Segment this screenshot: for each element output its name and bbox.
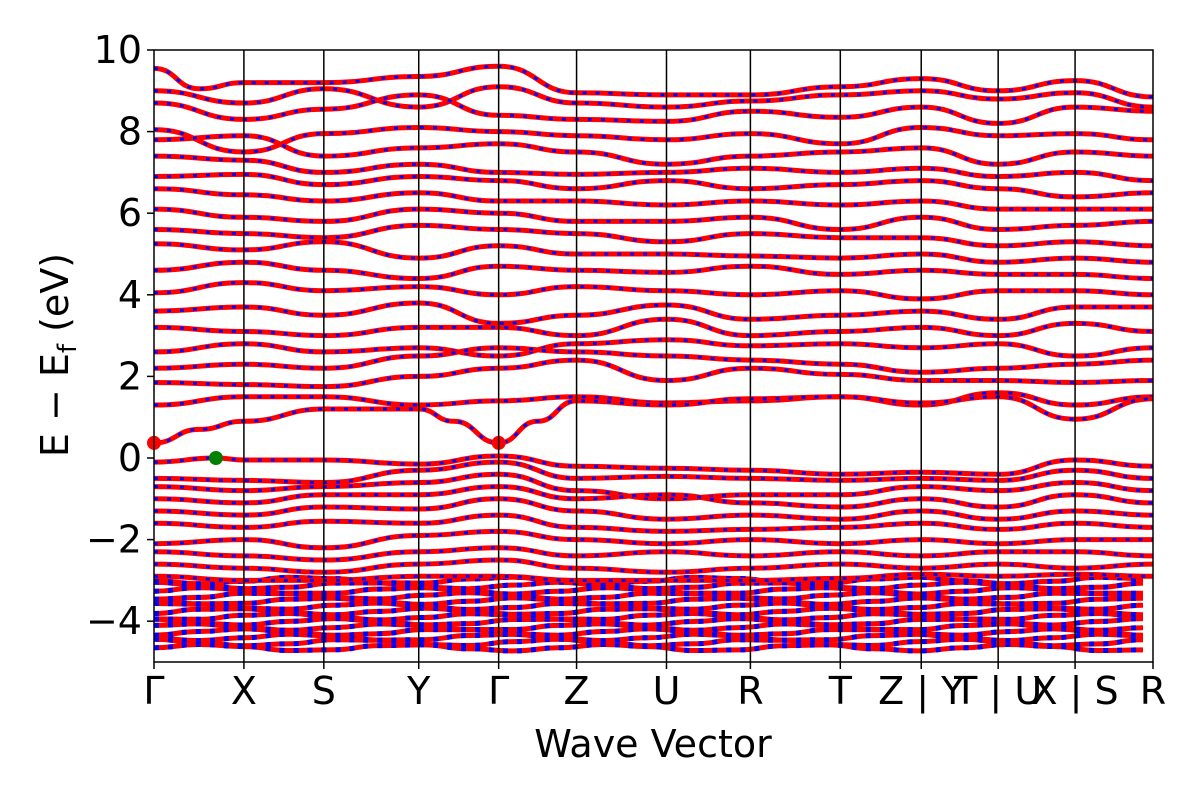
band-line-up	[153, 206, 1154, 233]
band-extremum-marker	[208, 451, 223, 465]
markers-layer	[147, 435, 506, 465]
band-line-down	[153, 590, 1144, 602]
band-line-up	[153, 186, 1153, 212]
x-tick-label: Γ	[488, 669, 509, 713]
x-tick-label: U	[653, 669, 681, 713]
band-line-up	[153, 545, 1154, 563]
dense-band-region	[153, 574, 1144, 654]
band-line-down	[153, 585, 1143, 597]
band-line-down	[153, 641, 1144, 654]
band-line-up	[153, 153, 1154, 184]
x-tick-label: X	[231, 669, 257, 713]
y-tick-label: 8	[118, 110, 142, 154]
band-line-up	[153, 357, 1154, 390]
y-axis-title-sub: f	[53, 343, 83, 353]
band-line-down	[153, 64, 1154, 99]
band-line-down	[153, 600, 1144, 613]
y-tick-label: 0	[118, 436, 142, 480]
x-tick-label: X | S	[1032, 669, 1119, 714]
band-line-down	[153, 454, 1154, 476]
band-line-up	[153, 280, 1154, 302]
band-line-up	[153, 124, 1154, 155]
band-line-down	[153, 621, 1144, 633]
y-tick-label: 2	[118, 354, 142, 398]
x-tick-label: R	[737, 669, 763, 713]
x-axis-ticks: Γ X S Y Γ Z U R T Z | YT | UX | S R	[143, 662, 1166, 714]
y-tick-label: 10	[94, 28, 142, 72]
band-line-down	[153, 631, 1144, 644]
y-tick-label: 6	[118, 191, 142, 235]
x-tick-label: T	[828, 669, 853, 713]
band-line-down	[153, 395, 1154, 445]
x-axis-title: Wave Vector	[534, 722, 772, 766]
band-line-down	[153, 626, 1144, 638]
y-axis-title: E − Ef (eV)	[33, 253, 83, 457]
y-tick-label: −4	[86, 599, 142, 643]
x-tick-label: Z	[564, 669, 590, 713]
band-line-down	[153, 605, 1144, 618]
band-line-up	[153, 453, 1154, 477]
band-line-down	[153, 610, 1144, 623]
x-tick-label: Y	[406, 669, 431, 713]
band-line-up	[153, 528, 1153, 551]
band-line-up	[153, 394, 1154, 446]
y-tick-label: 4	[118, 273, 142, 317]
x-tick-label: S	[312, 669, 336, 713]
y-axis-ticks: −4 −2 0 2 4 6 8 10	[86, 28, 154, 643]
x-tick-label: R	[1140, 669, 1166, 713]
y-tick-label: −2	[86, 518, 142, 562]
bands-layer	[153, 63, 1154, 654]
plot-frame	[153, 49, 1154, 663]
high-symmetry-lines	[243, 50, 1076, 662]
y-axis-title-main: E − E	[33, 353, 77, 457]
x-tick-label: T | U	[953, 669, 1042, 714]
band-line-down	[153, 574, 1144, 587]
y-axis-title-unit: (eV)	[33, 253, 77, 344]
band-line-up	[153, 316, 1154, 339]
x-tick-label: Z | Y	[878, 669, 965, 714]
x-tick-label: Γ	[143, 669, 164, 713]
